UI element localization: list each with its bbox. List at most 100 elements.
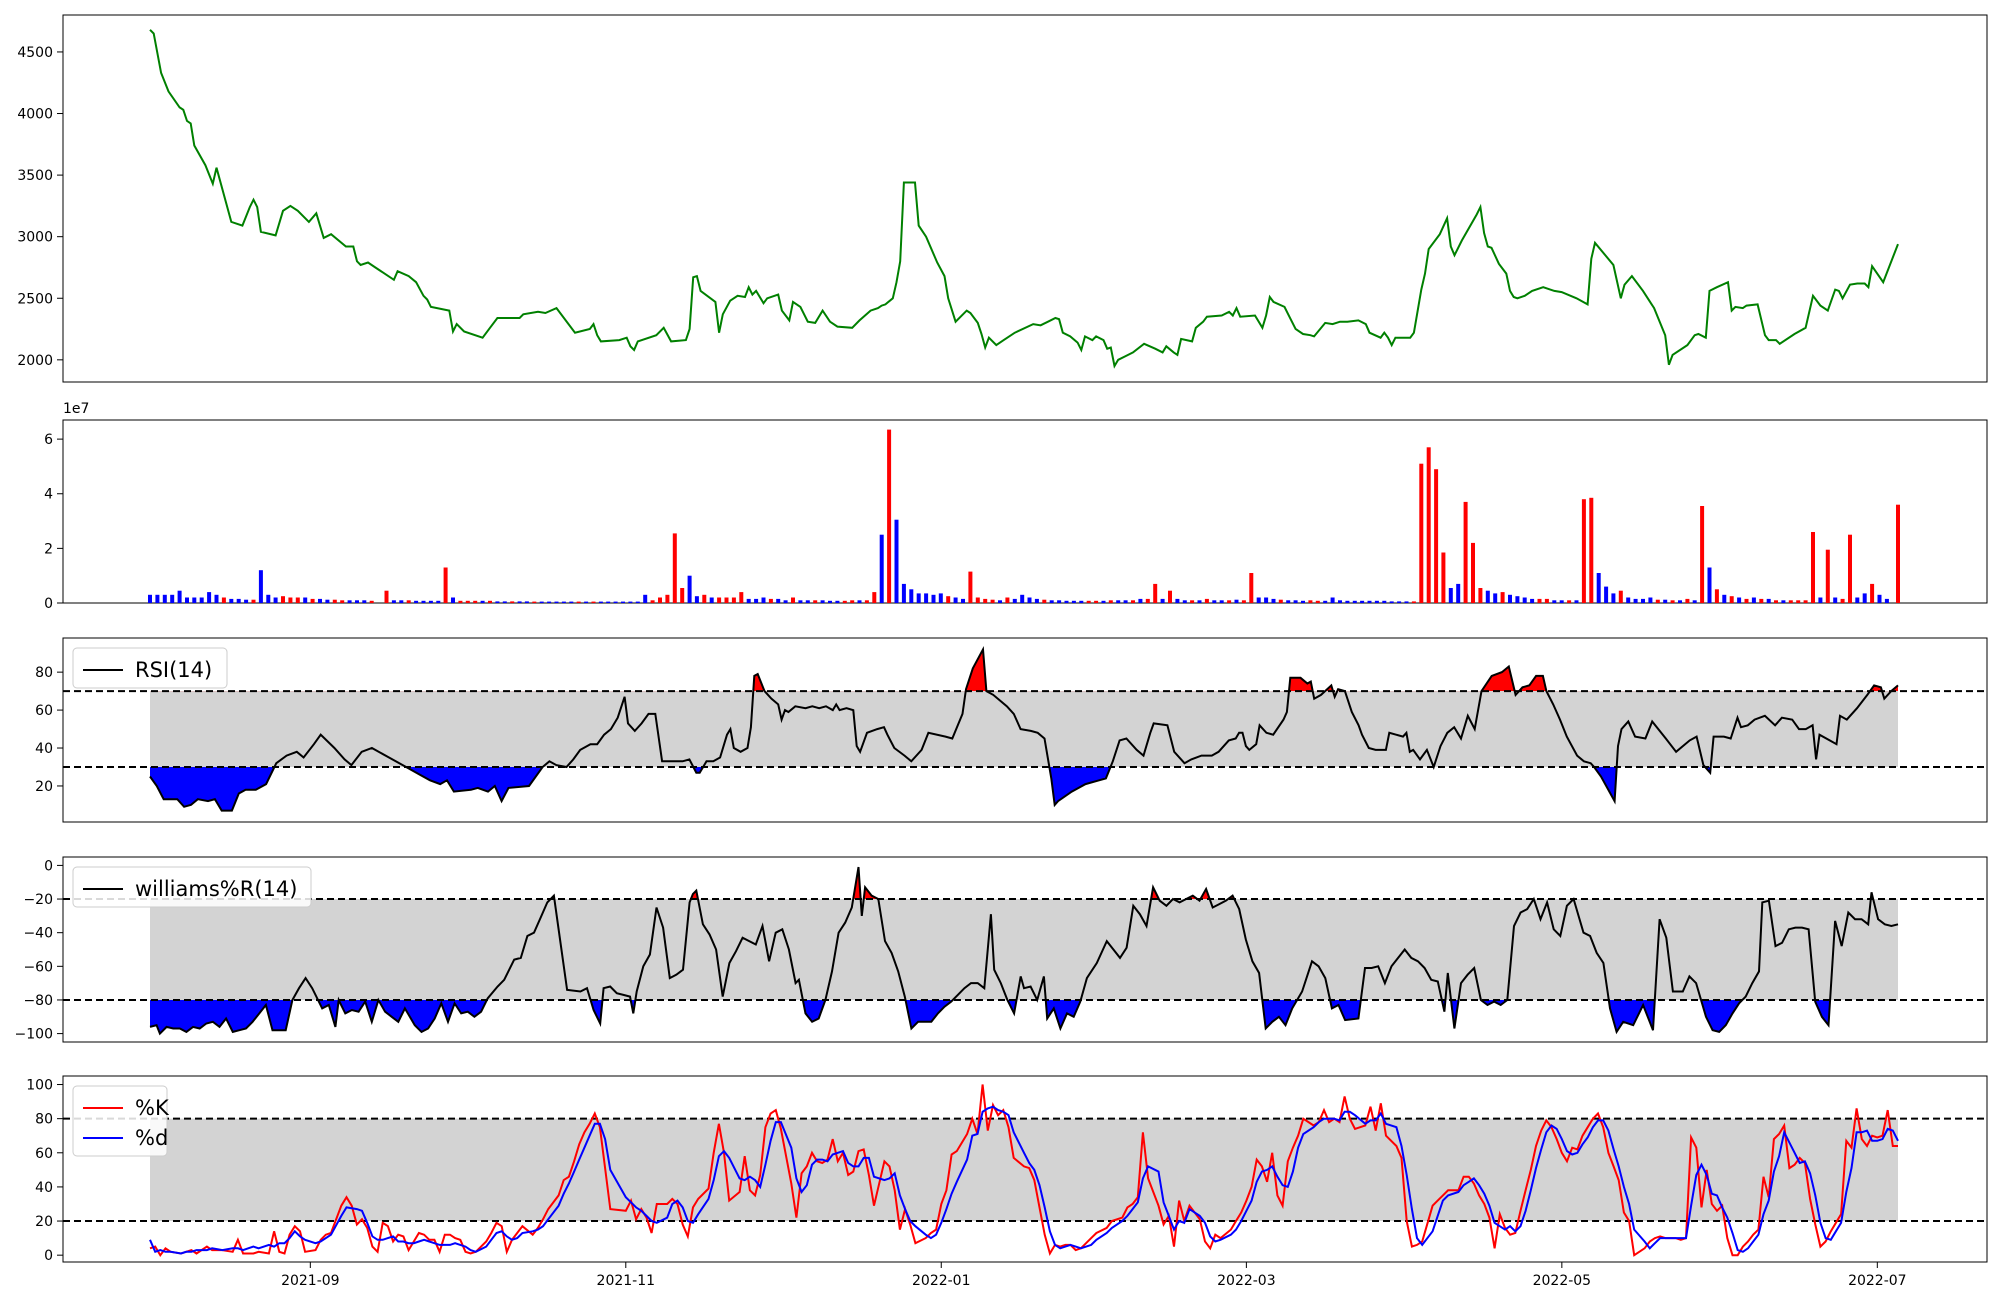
- volume-bar: [251, 599, 256, 603]
- volume-bar: [1241, 600, 1246, 603]
- axes-frame: [62, 1075, 1988, 1263]
- ytick-label: 60: [35, 703, 53, 719]
- volume-bar: [953, 597, 958, 603]
- volume-bar: [1544, 598, 1549, 603]
- ytick-label: 20: [35, 779, 53, 795]
- volume-bar: [879, 534, 884, 603]
- volume-bar: [1404, 601, 1409, 603]
- volume-bar: [1848, 534, 1852, 603]
- volume-bar: [295, 597, 300, 603]
- volume-bar: [828, 600, 832, 603]
- volume-bar: [273, 597, 278, 603]
- volume-bar: [1471, 542, 1475, 603]
- volume-bar: [1581, 499, 1586, 603]
- legend: %K %d: [72, 1085, 170, 1157]
- volume-bar: [1323, 600, 1328, 603]
- volume-bar: [1360, 600, 1365, 603]
- volume-bar: [1264, 597, 1269, 603]
- volume-bar: [1071, 600, 1076, 603]
- volume-bar: [1670, 600, 1675, 603]
- series-line-d: [149, 1105, 1899, 1255]
- volume-bar: [746, 598, 751, 603]
- volume-bar: [1411, 601, 1416, 603]
- volume-bar: [1374, 600, 1379, 603]
- volume-bar: [613, 601, 618, 603]
- volume-bar: [1722, 594, 1727, 603]
- volume-bar: [355, 600, 359, 603]
- volume-bar: [842, 600, 847, 603]
- volume-bar: [1042, 599, 1047, 603]
- volume-bar: [318, 598, 322, 603]
- volume-bar: [1522, 597, 1527, 603]
- volume-bar: [510, 601, 515, 603]
- legend-label: RSI(14): [135, 658, 212, 682]
- volume-bar: [155, 594, 160, 603]
- volume-bar: [185, 597, 189, 603]
- volume-bar: [451, 597, 455, 603]
- volume-bar: [1559, 600, 1564, 603]
- volume-bar: [998, 600, 1002, 603]
- volume-bar: [1397, 601, 1402, 603]
- volume-bar: [672, 533, 677, 603]
- volume-bar: [1759, 598, 1764, 603]
- volume-bar: [199, 597, 204, 603]
- volume-bar: [1419, 463, 1424, 603]
- volume-bar: [761, 597, 766, 603]
- volume-bar: [1212, 600, 1217, 603]
- volume-bar: [1796, 600, 1801, 603]
- volume-bar: [983, 598, 988, 603]
- volume-bar: [539, 601, 544, 603]
- volume-bar: [554, 601, 559, 603]
- legend-label: %d: [135, 1126, 168, 1150]
- volume-bar: [1434, 469, 1439, 603]
- legend-label: williams%R(14): [135, 877, 297, 901]
- ytick-label: 40: [35, 741, 53, 757]
- volume-bar: [1131, 600, 1135, 603]
- volume-bar: [1685, 598, 1690, 603]
- xtick-label: 2022-03: [1217, 1273, 1276, 1289]
- volume-bar: [1500, 592, 1505, 603]
- volume-bar: [1079, 600, 1084, 603]
- ytick-label: 20: [35, 1214, 53, 1230]
- volume-bar: [399, 600, 404, 603]
- volume-bar: [635, 601, 640, 603]
- volume-bar: [1456, 583, 1461, 603]
- axes-frame: [62, 637, 1988, 823]
- volume-bar: [229, 598, 234, 603]
- volume-bar: [916, 593, 921, 603]
- volume-bar: [820, 600, 825, 603]
- volume-bar: [1426, 447, 1431, 603]
- volume-bar: [1855, 597, 1860, 603]
- volume-bar: [724, 597, 729, 603]
- axes-frame: [62, 419, 1988, 604]
- volume-bar: [524, 601, 529, 603]
- volume-bar: [1648, 597, 1653, 603]
- axes-frame: [62, 14, 1988, 383]
- xtick-label: 2022-05: [1533, 1273, 1592, 1289]
- volume-bar: [1448, 588, 1453, 603]
- oversold-fill: [150, 999, 1898, 1034]
- ytick-label: 0: [44, 1248, 53, 1264]
- volume-bar: [1204, 598, 1209, 603]
- legend: RSI(14): [72, 647, 228, 689]
- volume-bar: [1020, 594, 1025, 603]
- volume-bar: [1896, 504, 1900, 603]
- volume-bar: [406, 600, 411, 603]
- volume-bar: [1367, 600, 1372, 603]
- volume-bar: [1463, 501, 1468, 603]
- volume-bar: [628, 601, 633, 603]
- volume-bar: [1064, 600, 1069, 603]
- panel-volume: 0 2 4 6 1e7: [44, 401, 1988, 612]
- volume-bar: [1330, 597, 1335, 603]
- ytick-label: 3500: [17, 168, 53, 184]
- volume-bar: [517, 601, 522, 603]
- volume-bar: [1618, 590, 1623, 603]
- volume-bar: [702, 594, 707, 603]
- volume-bar: [1227, 600, 1232, 603]
- ytick-label: 0: [44, 858, 53, 874]
- volume-bar: [1700, 506, 1705, 603]
- volume-bar: [1788, 600, 1793, 603]
- volume-bar: [1825, 549, 1830, 603]
- volume-bar: [1315, 600, 1320, 603]
